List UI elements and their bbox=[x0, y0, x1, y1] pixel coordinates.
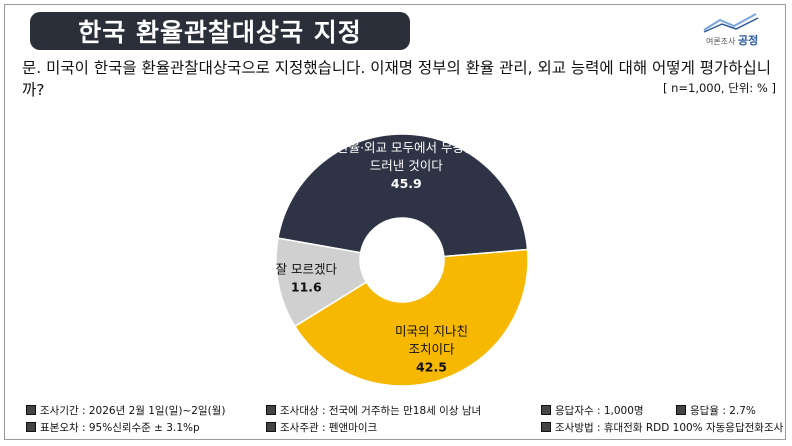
pollster-logo: 여론조사 공정 bbox=[700, 10, 770, 48]
slice-unsure-label: 잘 모르겠다 11.6 bbox=[276, 261, 338, 294]
slice-value-label: 11.6 bbox=[291, 279, 322, 294]
footer-error: 표본오차 : 95%신뢰수준 ± 3.1%p bbox=[26, 420, 266, 437]
slice-value-label: 42.5 bbox=[416, 359, 447, 374]
slice-unsure bbox=[275, 237, 368, 328]
slice-label-text: 드러낸 것이다 bbox=[370, 158, 443, 173]
slice-value-label: 45.9 bbox=[391, 176, 422, 191]
slice-label-text: 환율·외교 모두에서 무능을 bbox=[337, 140, 475, 155]
slice-excessive-measure bbox=[293, 248, 529, 387]
logo-graph-icon bbox=[703, 13, 759, 33]
survey-footer: 조사기간 : 2026년 2월 1일(일)~2일(월) 조사대상 : 전국에 거… bbox=[26, 403, 783, 437]
logo-text: 여론조사 공정 bbox=[706, 34, 759, 47]
footer-target: 조사대상 : 전국에 거주하는 만18세 이상 남녀 bbox=[266, 403, 541, 420]
question-text: 문. 미국이 한국을 환율관찰대상국으로 지정했습니다. 이재명 정부의 환율 … bbox=[22, 59, 772, 99]
slice-label-text: 미국의 지나친 bbox=[395, 323, 468, 338]
title-banner: 한국 환율관찰대상국 지정 bbox=[30, 12, 410, 50]
slice-incompetence bbox=[277, 133, 529, 258]
footer-response-rate: 응답율 : 2.7% bbox=[676, 403, 756, 420]
slice-label-text: 잘 모르겠다 bbox=[276, 261, 338, 276]
sample-meta: [ n=1,000, 단위: % ] bbox=[662, 81, 776, 95]
footer-respondents: 응답자수 : 1,000명 bbox=[541, 403, 676, 420]
page-title: 한국 환율관찰대상국 지정 bbox=[78, 18, 362, 47]
slice-label-text: 조치이다 bbox=[408, 341, 455, 356]
footer-period: 조사기간 : 2026년 2월 1일(일)~2일(월) bbox=[26, 403, 266, 420]
footer-method: 조사방법 : 휴대전화 RDD 100% 자동응답전화조사 bbox=[541, 420, 783, 437]
footer-sponsor: 조사주관 : 펜앤마이크 bbox=[266, 420, 541, 437]
